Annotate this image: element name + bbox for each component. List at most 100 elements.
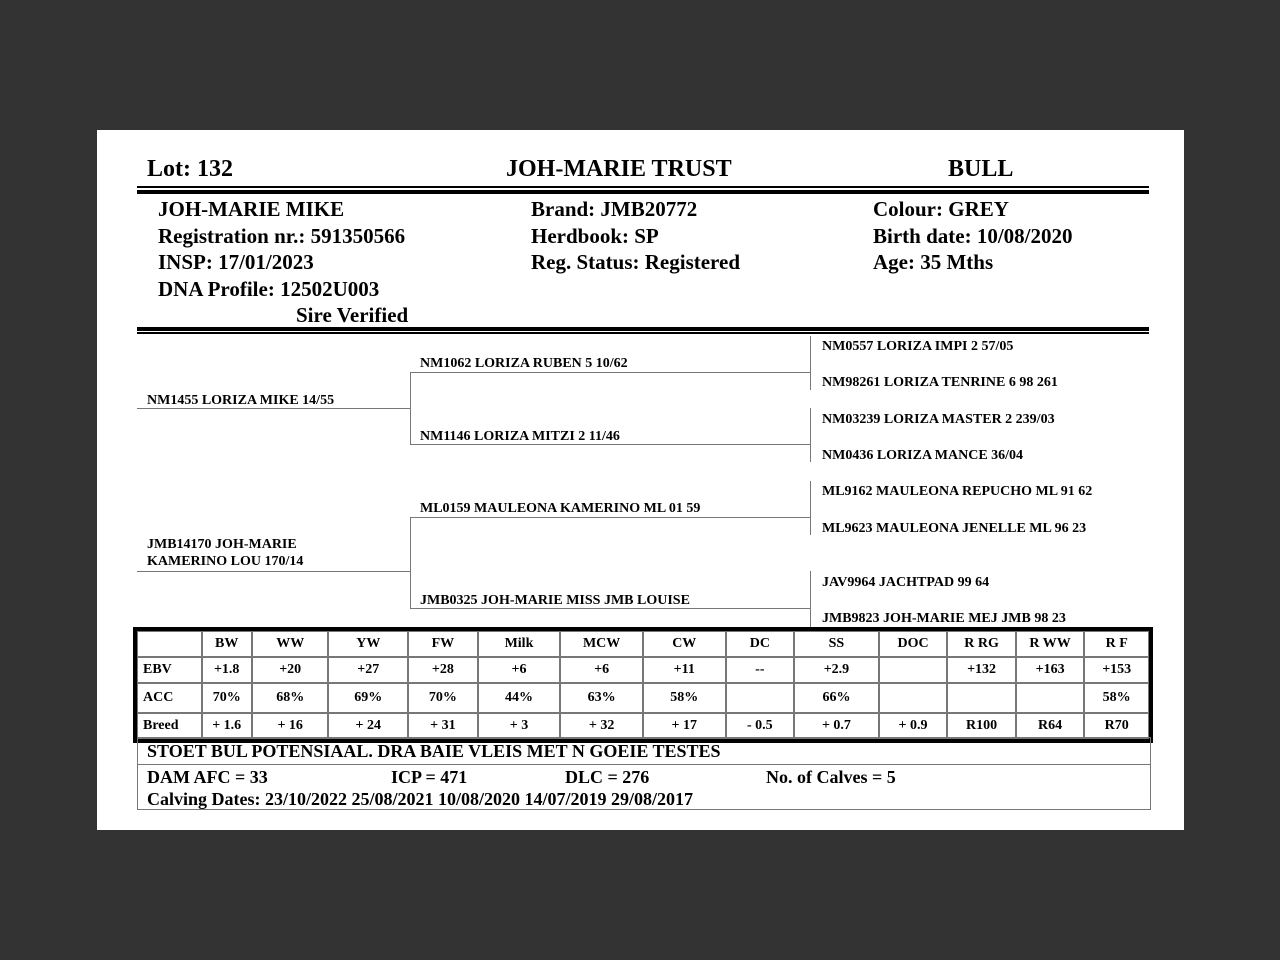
pedigree-ss-sire: NM0557 LORIZA IMPI 2 57/05 (822, 339, 1014, 354)
registration-number: Registration nr.: 591350566 (158, 223, 406, 248)
pedigree-sd-sire: NM03239 LORIZA MASTER 2 239/03 (822, 412, 1055, 427)
pedigree-sire: NM1455 LORIZA MIKE 14/55 (147, 393, 335, 408)
table-cell: 69% (328, 683, 409, 713)
age: Age: 35 Mths (873, 250, 994, 274)
column-header: R WW (1015, 631, 1085, 657)
table-cell (878, 683, 948, 713)
table-cell: R100 (947, 713, 1016, 739)
table-cell: 44% (477, 683, 561, 713)
divider (137, 332, 1149, 334)
table-row-acc: ACC 70% 68% 69% 70% 44% 63% 58% 66% 58% (137, 683, 1149, 713)
birth-date: Birth date: 10/08/2020 (873, 223, 1073, 248)
table-cell (947, 683, 1016, 713)
table-cell: +6 (560, 657, 643, 683)
table-cell: 70% (201, 683, 252, 713)
table-cell: +1.8 (201, 657, 252, 683)
pedigree-dam-dam: JMB0325 JOH-MARIE MISS JMB LOUISE (420, 593, 690, 608)
dlc: DLC = 276 (565, 767, 650, 787)
divider (137, 190, 1149, 194)
table-cell (1015, 683, 1085, 713)
table-cell: -- (725, 657, 795, 683)
dna-profile: DNA Profile: 12502U003 (158, 276, 380, 301)
table-cell: + 0.7 (794, 713, 879, 739)
animal-info-left: JOH-MARIE MIKE Registration nr.: 5913505… (158, 196, 408, 329)
column-header: MCW (560, 631, 643, 657)
column-header: Milk (477, 631, 561, 657)
animal-type: BULL (948, 156, 1014, 182)
animal-info-middle: Brand: JMB20772 Herdbook: SP Reg. Status… (531, 196, 740, 276)
lot-card: Lot: 132 JOH-MARIE TRUST BULL JOH-MARIE … (97, 130, 1184, 830)
pedigree-dam-sire: ML0159 MAULEONA KAMERINO ML 01 59 (420, 501, 701, 516)
column-header: WW (251, 631, 329, 657)
table-cell: + 31 (408, 713, 478, 739)
reg-status: Reg. Status: Registered (531, 250, 740, 274)
table-cell: 58% (642, 683, 726, 713)
table-cell: 58% (1084, 683, 1149, 713)
column-header: FW (408, 631, 478, 657)
column-header: R RG (947, 631, 1016, 657)
table-cell: + 24 (328, 713, 409, 739)
table-cell: +2.9 (794, 657, 879, 683)
pedigree-sd-dam: NM0436 LORIZA MANCE 36/04 (822, 448, 1024, 463)
pedigree-ss-dam: NM98261 LORIZA TENRINE 6 98 261 (822, 375, 1058, 390)
table-cell: + 1.6 (201, 713, 252, 739)
seller-name: JOH-MARIE TRUST (506, 156, 732, 182)
comment: STOET BUL POTENSIAAL. DRA BAIE VLEIS MET… (147, 741, 721, 761)
calving-dates: Calving Dates: 23/10/2022 25/08/2021 10/… (147, 789, 694, 809)
table-cell: +20 (251, 657, 329, 683)
table-cell: 63% (560, 683, 643, 713)
colour: Colour: GREY (873, 197, 1009, 221)
comment-box: STOET BUL POTENSIAAL. DRA BAIE VLEIS MET… (137, 737, 1151, 765)
table-cell: +153 (1084, 657, 1149, 683)
herdbook: Herdbook: SP (531, 223, 659, 248)
sire-verified: Sire Verified (296, 303, 409, 327)
number-of-calves: No. of Calves = 5 (766, 767, 896, 787)
table-header-row: BW WW YW FW Milk MCW CW DC SS DOC R RG R… (137, 631, 1149, 657)
pedigree-dam: JMB14170 JOH-MARIE KAMERINO LOU 170/14 (147, 536, 303, 570)
table-cell: +28 (408, 657, 478, 683)
table-cell: + 16 (251, 713, 329, 739)
inspection-date: INSP: 17/01/2023 (158, 250, 314, 274)
dam-stats-box: DAM AFC = 33 ICP = 471 DLC = 276 No. of … (137, 764, 1151, 810)
icp: ICP = 471 (391, 767, 468, 787)
animal-name: JOH-MARIE MIKE (158, 197, 345, 221)
divider (137, 186, 1149, 188)
row-label: Breed (137, 713, 202, 739)
brand: Brand: JMB20772 (531, 197, 698, 221)
column-header: YW (328, 631, 409, 657)
table-cell: R64 (1015, 713, 1085, 739)
table-cell: 68% (251, 683, 329, 713)
pedigree-sire-sire: NM1062 LORIZA RUBEN 5 10/62 (420, 356, 628, 371)
column-header (137, 631, 202, 657)
table-cell: +27 (328, 657, 409, 683)
table-cell (725, 683, 795, 713)
dam-afc: DAM AFC = 33 (147, 767, 268, 787)
pedigree-dd-sire: JAV9964 JACHTPAD 99 64 (822, 575, 990, 590)
row-label: EBV (137, 657, 202, 683)
pedigree-dd-dam: JMB9823 JOH-MARIE MEJ JMB 98 23 (822, 611, 1066, 626)
animal-info-right: Colour: GREY Birth date: 10/08/2020 Age:… (873, 196, 1073, 276)
table-cell: +6 (477, 657, 561, 683)
column-header: BW (201, 631, 252, 657)
lot-number: Lot: 132 (147, 156, 233, 182)
column-header: CW (642, 631, 726, 657)
ebv-table: BW WW YW FW Milk MCW CW DC SS DOC R RG R… (133, 627, 1153, 743)
table-cell: + 32 (560, 713, 643, 739)
table-row-breed: Breed + 1.6 + 16 + 24 + 31 + 3 + 32 + 17- 0.5 + … (137, 713, 1149, 739)
table-cell: +11 (642, 657, 726, 683)
table-cell: + 17 (642, 713, 726, 739)
pedigree-ds-sire: ML9162 MAULEONA REPUCHO ML 91 62 (822, 484, 1093, 499)
column-header: DC (725, 631, 795, 657)
pedigree-dam-line2: KAMERINO LOU 170/14 (147, 554, 304, 569)
table-row-ebv: EBV +1.8 +20 +27 +28 +6 +6 +11 -- +2.9 +132 +163 +15… (137, 657, 1149, 683)
table-cell: + 0.9 (878, 713, 948, 739)
table-cell: 66% (794, 683, 879, 713)
pedigree-ds-dam: ML9623 MAULEONA JENELLE ML 96 23 (822, 521, 1087, 536)
divider (137, 327, 1149, 331)
table-cell: 70% (408, 683, 478, 713)
table-cell (878, 657, 948, 683)
table-cell: R70 (1084, 713, 1149, 739)
pedigree-dam-line1: JMB14170 JOH-MARIE (147, 537, 297, 552)
table-cell: +132 (947, 657, 1016, 683)
column-header: DOC (878, 631, 948, 657)
